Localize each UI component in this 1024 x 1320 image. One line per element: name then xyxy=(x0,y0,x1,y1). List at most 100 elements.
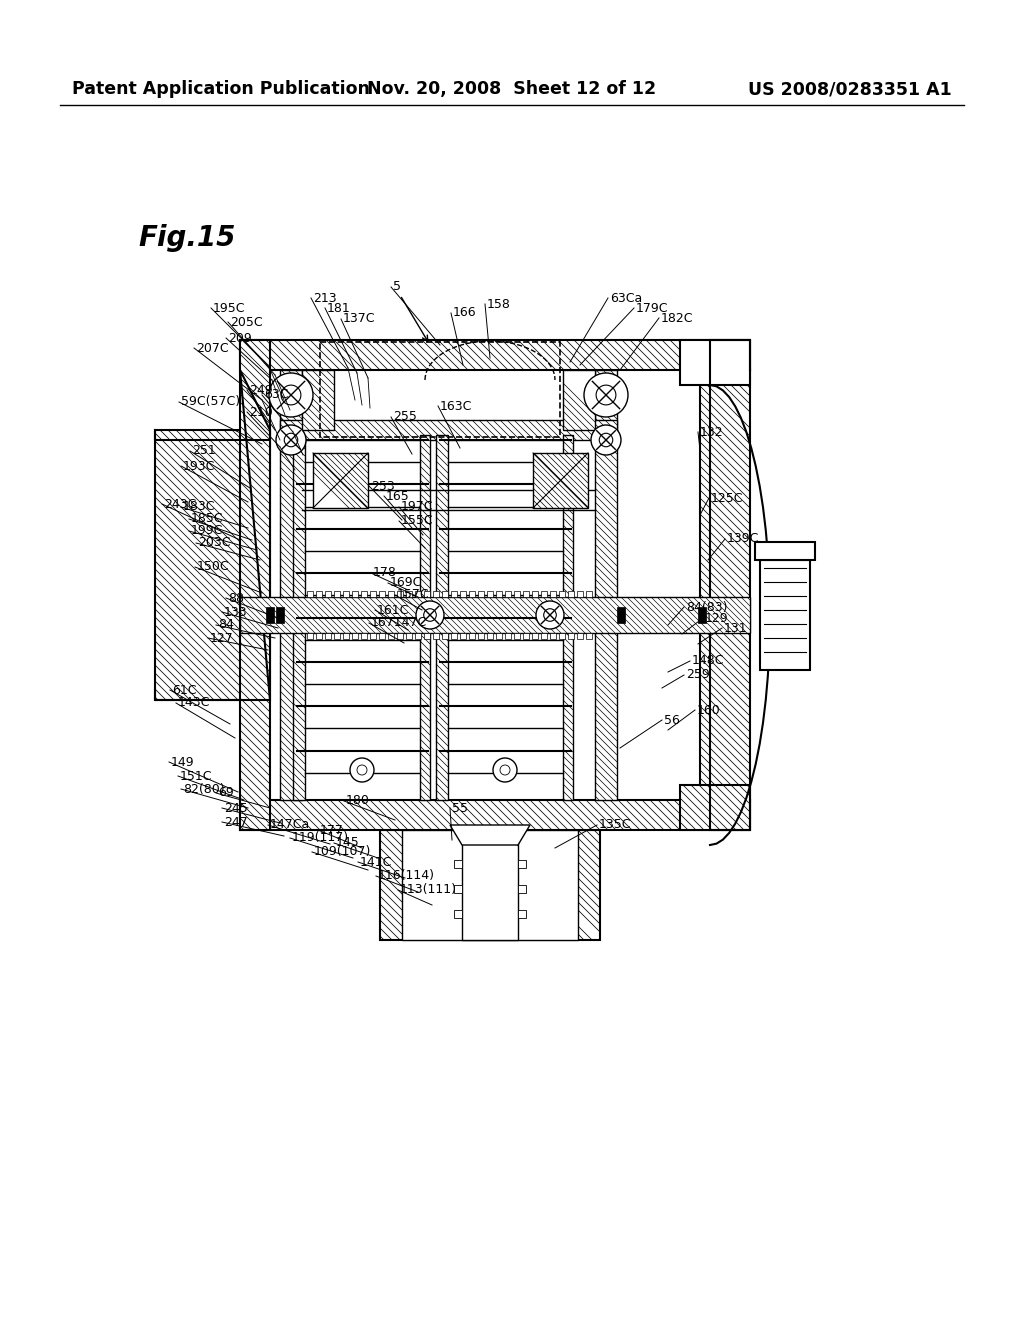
Text: 131: 131 xyxy=(724,622,748,635)
Text: 183C: 183C xyxy=(183,500,215,513)
Bar xyxy=(266,607,274,623)
Circle shape xyxy=(536,601,564,630)
Text: 59C(57C): 59C(57C) xyxy=(181,396,240,408)
Bar xyxy=(343,591,349,597)
Bar xyxy=(541,634,547,639)
Bar xyxy=(397,591,403,597)
Bar xyxy=(352,591,358,597)
Text: 182C: 182C xyxy=(662,312,693,325)
Bar xyxy=(313,453,368,508)
Text: 5: 5 xyxy=(393,281,401,293)
Bar xyxy=(402,830,578,940)
Text: 178: 178 xyxy=(373,566,397,579)
Bar xyxy=(617,607,625,623)
Circle shape xyxy=(276,425,306,455)
Text: 135C: 135C xyxy=(599,818,632,832)
Bar xyxy=(586,591,592,597)
Text: 180: 180 xyxy=(346,795,370,808)
Bar xyxy=(316,591,322,597)
Bar xyxy=(442,591,449,597)
Text: 210: 210 xyxy=(249,405,272,418)
Bar xyxy=(302,370,334,430)
Polygon shape xyxy=(240,800,750,830)
Circle shape xyxy=(416,601,444,630)
Circle shape xyxy=(591,425,621,455)
Bar xyxy=(518,909,526,917)
Bar xyxy=(559,634,565,639)
Text: 155C: 155C xyxy=(401,515,433,528)
Text: 255: 255 xyxy=(393,411,417,424)
Bar xyxy=(563,436,573,800)
Text: 203C: 203C xyxy=(198,536,230,549)
Bar xyxy=(406,634,412,639)
Text: 55: 55 xyxy=(452,801,468,814)
Text: 259: 259 xyxy=(686,668,710,681)
Bar xyxy=(370,634,376,639)
Bar xyxy=(276,607,284,623)
Text: 147Ca: 147Ca xyxy=(270,818,310,832)
Bar xyxy=(460,634,466,639)
Bar xyxy=(523,634,529,639)
Text: 213: 213 xyxy=(313,292,337,305)
Bar xyxy=(523,591,529,597)
Bar xyxy=(293,436,305,800)
Text: 149: 149 xyxy=(171,755,195,768)
Bar xyxy=(505,591,511,597)
Bar xyxy=(361,634,367,639)
Bar xyxy=(487,591,493,597)
Bar xyxy=(496,634,502,639)
Bar xyxy=(451,591,457,597)
Bar xyxy=(462,830,518,940)
Bar xyxy=(420,436,430,800)
Bar xyxy=(514,591,520,597)
Text: 129: 129 xyxy=(705,611,729,624)
Text: 63Ca: 63Ca xyxy=(610,292,642,305)
Bar xyxy=(460,591,466,597)
Text: 166: 166 xyxy=(453,306,476,319)
Bar xyxy=(436,436,449,800)
Bar xyxy=(433,634,439,639)
Bar xyxy=(700,370,750,800)
Text: 88: 88 xyxy=(228,591,244,605)
Text: 141C: 141C xyxy=(360,855,392,869)
Bar xyxy=(319,342,560,437)
Bar xyxy=(534,453,588,508)
Text: 113(111): 113(111) xyxy=(400,883,457,896)
Bar xyxy=(496,591,502,597)
Text: 249: 249 xyxy=(249,384,272,396)
Text: 193C: 193C xyxy=(183,459,215,473)
Text: 245: 245 xyxy=(224,801,248,814)
Bar xyxy=(478,591,484,597)
Bar xyxy=(586,634,592,639)
Text: 158: 158 xyxy=(487,297,511,310)
Text: 199C: 199C xyxy=(191,524,223,537)
Text: 160: 160 xyxy=(697,704,721,717)
Bar xyxy=(559,591,565,597)
Polygon shape xyxy=(240,341,270,830)
Bar xyxy=(454,909,462,917)
Text: 127: 127 xyxy=(210,631,233,644)
Text: Fig.15: Fig.15 xyxy=(138,224,236,252)
Text: 197C: 197C xyxy=(401,500,433,513)
Circle shape xyxy=(269,374,313,417)
Text: 133: 133 xyxy=(224,606,248,619)
Circle shape xyxy=(596,385,615,405)
Circle shape xyxy=(584,374,628,417)
Bar xyxy=(361,591,367,597)
Text: 243C: 243C xyxy=(164,498,197,511)
Bar xyxy=(680,785,750,830)
Bar xyxy=(532,591,538,597)
Text: 61C: 61C xyxy=(172,684,197,697)
Circle shape xyxy=(285,433,298,446)
Text: 109(107): 109(107) xyxy=(314,846,372,858)
Text: 150C: 150C xyxy=(197,561,229,573)
Bar xyxy=(550,591,556,597)
Text: 209: 209 xyxy=(228,331,252,345)
Text: 143C: 143C xyxy=(178,697,210,710)
Bar xyxy=(469,634,475,639)
Bar xyxy=(325,591,331,597)
Text: US 2008/0283351 A1: US 2008/0283351 A1 xyxy=(749,81,952,98)
Bar xyxy=(334,591,340,597)
Bar xyxy=(550,634,556,639)
Bar xyxy=(478,634,484,639)
